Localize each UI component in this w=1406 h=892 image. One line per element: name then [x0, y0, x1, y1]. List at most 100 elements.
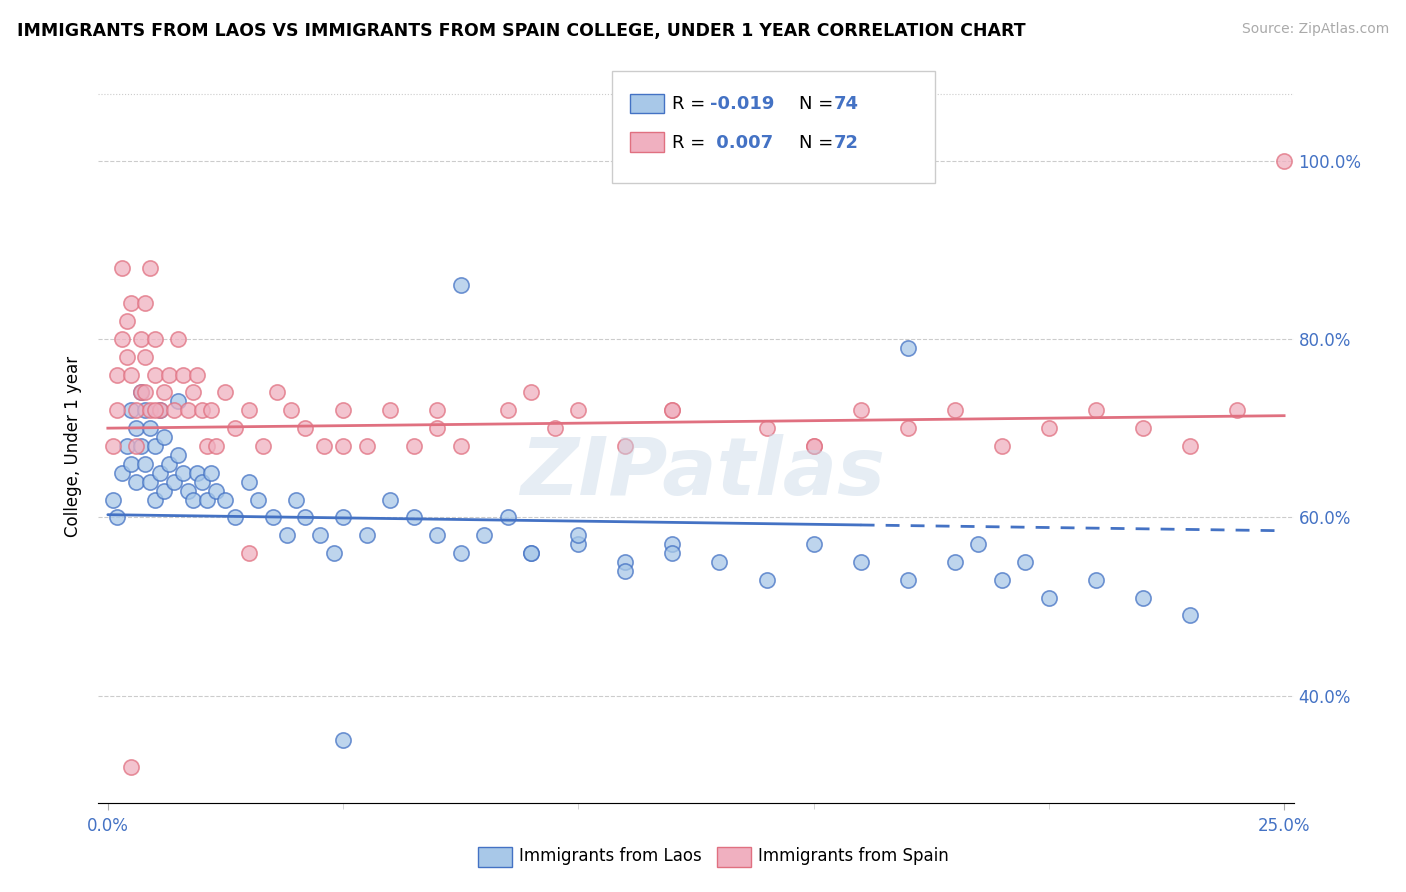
Point [356, 528, 378, 542]
Point [402, 510, 425, 524]
Point [143, 492, 166, 507]
Point [897, 421, 920, 435]
Point [115, 439, 138, 453]
Point [356, 439, 378, 453]
Point [544, 421, 567, 435]
Point [134, 403, 156, 417]
Point [120, 403, 142, 417]
Point [205, 483, 228, 498]
Point [294, 421, 316, 435]
Point [1084, 403, 1107, 417]
Point [134, 296, 156, 310]
Point [105, 368, 128, 382]
Point [1038, 591, 1060, 605]
Point [177, 483, 200, 498]
Point [426, 528, 449, 542]
Point [143, 439, 166, 453]
Point [134, 457, 156, 471]
Point [129, 332, 152, 346]
Point [195, 492, 218, 507]
Point [567, 528, 589, 542]
Text: R =: R = [672, 134, 711, 152]
Point [153, 385, 176, 400]
Point [1178, 608, 1201, 623]
Point [167, 332, 190, 346]
Point [849, 555, 872, 569]
Point [163, 475, 186, 489]
Point [614, 439, 637, 453]
Point [139, 260, 162, 275]
Point [129, 385, 152, 400]
Point [139, 475, 162, 489]
Point [262, 510, 284, 524]
Point [205, 439, 228, 453]
Point [224, 421, 246, 435]
Point [167, 394, 190, 409]
Text: Immigrants from Laos: Immigrants from Laos [519, 847, 702, 865]
Point [177, 403, 200, 417]
Point [897, 573, 920, 587]
Point [125, 475, 148, 489]
Point [134, 350, 156, 364]
Point [172, 368, 194, 382]
Point [252, 439, 274, 453]
Point [101, 492, 124, 507]
Text: Immigrants from Spain: Immigrants from Spain [758, 847, 949, 865]
Text: 74: 74 [834, 95, 859, 113]
Point [214, 385, 236, 400]
Point [567, 537, 589, 551]
Point [661, 403, 683, 417]
Point [120, 296, 142, 310]
Point [163, 403, 186, 417]
Point [308, 528, 330, 542]
Point [285, 492, 308, 507]
Point [195, 439, 218, 453]
Point [378, 492, 401, 507]
Point [120, 368, 142, 382]
Point [314, 439, 336, 453]
Text: IMMIGRANTS FROM LAOS VS IMMIGRANTS FROM SPAIN COLLEGE, UNDER 1 YEAR CORRELATION : IMMIGRANTS FROM LAOS VS IMMIGRANTS FROM … [17, 22, 1025, 40]
Point [266, 385, 288, 400]
Point [129, 439, 152, 453]
Point [181, 492, 204, 507]
Point [755, 421, 778, 435]
Point [129, 385, 152, 400]
Point [520, 546, 543, 560]
Point [157, 457, 180, 471]
Point [125, 439, 148, 453]
Point [153, 430, 176, 444]
Point [280, 403, 302, 417]
Point [450, 546, 472, 560]
Point [378, 403, 401, 417]
Point [402, 439, 425, 453]
Point [520, 385, 543, 400]
Point [224, 510, 246, 524]
Text: -0.019: -0.019 [710, 95, 775, 113]
Point [191, 475, 214, 489]
Point [115, 314, 138, 328]
Point [1132, 421, 1154, 435]
Point [200, 403, 222, 417]
Point [143, 403, 166, 417]
Point [105, 510, 128, 524]
Point [332, 510, 354, 524]
Point [614, 564, 637, 578]
Point [105, 403, 128, 417]
Point [991, 573, 1014, 587]
Point [803, 537, 825, 551]
Point [120, 760, 142, 774]
Text: N =: N = [799, 134, 838, 152]
Point [1226, 403, 1249, 417]
Point [1014, 555, 1036, 569]
Point [472, 528, 495, 542]
Text: N =: N = [799, 95, 838, 113]
Point [1038, 421, 1060, 435]
Point [125, 403, 148, 417]
Point [238, 546, 260, 560]
Point [153, 483, 176, 498]
Point [181, 385, 204, 400]
Point [186, 368, 208, 382]
Point [426, 421, 449, 435]
Point [967, 537, 990, 551]
Y-axis label: College, Under 1 year: College, Under 1 year [65, 355, 83, 537]
